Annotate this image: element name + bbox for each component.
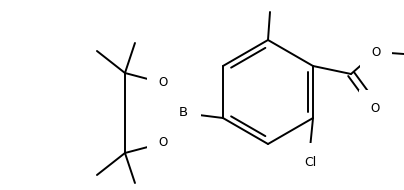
Text: Cl: Cl [304, 155, 316, 169]
Text: O: O [158, 136, 168, 150]
Text: O: O [371, 45, 381, 59]
Text: O: O [370, 101, 380, 115]
Text: B: B [179, 107, 187, 120]
Text: O: O [158, 77, 168, 89]
